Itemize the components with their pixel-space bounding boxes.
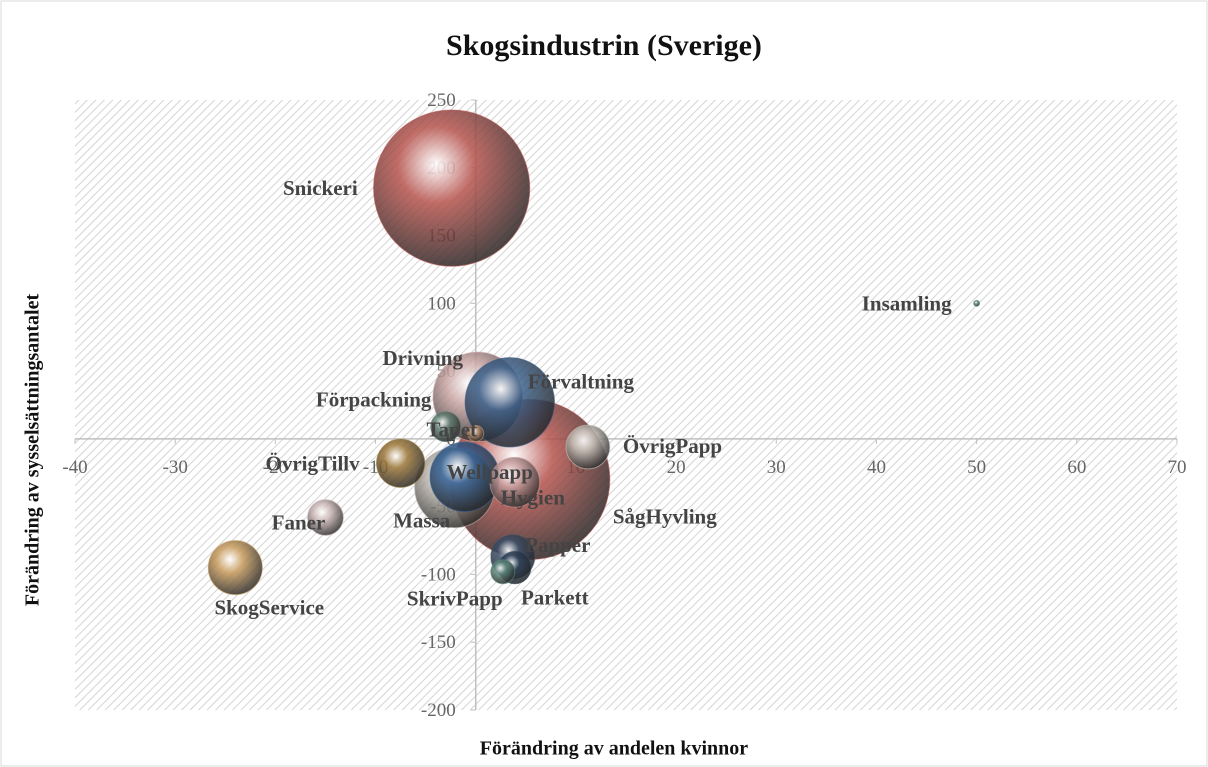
bubble <box>565 424 611 470</box>
x-axis-title: Förändring av andelen kvinnor <box>480 738 749 760</box>
bubble <box>376 438 426 488</box>
chart-title: Skogsindustrin (Sverige) <box>446 29 762 62</box>
bubble <box>373 109 531 267</box>
bubble-label: Hygien <box>501 485 565 509</box>
bubble-label: SågHyvling <box>613 505 717 529</box>
x-tick-label: -30 <box>163 457 188 478</box>
bubble-label: Drivning <box>382 346 463 370</box>
y-tick-label: 100 <box>427 293 456 314</box>
x-tick-label: 50 <box>967 457 986 478</box>
y-tick-label: -200 <box>421 700 456 721</box>
bubble-label: Wellpapp <box>447 460 533 484</box>
bubble-label: Papper <box>525 533 590 557</box>
bubble <box>307 499 344 536</box>
x-tick-label: 20 <box>667 457 686 478</box>
x-tick-label: 70 <box>1168 457 1187 478</box>
bubble-label: Faner <box>272 511 326 535</box>
x-tick-label: 40 <box>867 457 886 478</box>
bubble <box>430 411 462 443</box>
bubble <box>467 424 485 442</box>
bubble <box>973 299 981 307</box>
bubble <box>490 559 516 585</box>
x-tick-label: 60 <box>1067 457 1086 478</box>
y-tick-label: 250 <box>427 90 456 111</box>
bubble <box>207 540 263 596</box>
bubble-label: Insamling <box>862 291 952 315</box>
bubble-label: Snickeri <box>283 176 358 200</box>
bubble <box>464 357 556 448</box>
y-axis-title: Förändring av sysselsättningsantalet <box>22 294 44 607</box>
x-tick-label: 30 <box>767 457 786 478</box>
bubble-label: SkogService <box>214 596 324 620</box>
x-tick-label: -20 <box>263 457 288 478</box>
plot-area <box>75 100 1177 710</box>
bubble-label: ÖvrigPapp <box>623 434 722 458</box>
bubble-label: Förpackning <box>316 388 432 412</box>
y-tick-label: -150 <box>421 632 456 653</box>
bubble-label: Förvaltning <box>528 369 635 393</box>
bubble <box>489 456 541 508</box>
bubble-label: Tapet <box>426 417 477 441</box>
bubble-label: ÖvrigTillv <box>266 451 361 475</box>
y-tick-label: -100 <box>421 564 456 585</box>
bubble-label: Parkett <box>521 586 589 610</box>
bubble-label: Massa <box>393 509 451 533</box>
bubble-label: SkrivPapp <box>407 587 503 611</box>
x-tick-label: -40 <box>62 457 87 478</box>
